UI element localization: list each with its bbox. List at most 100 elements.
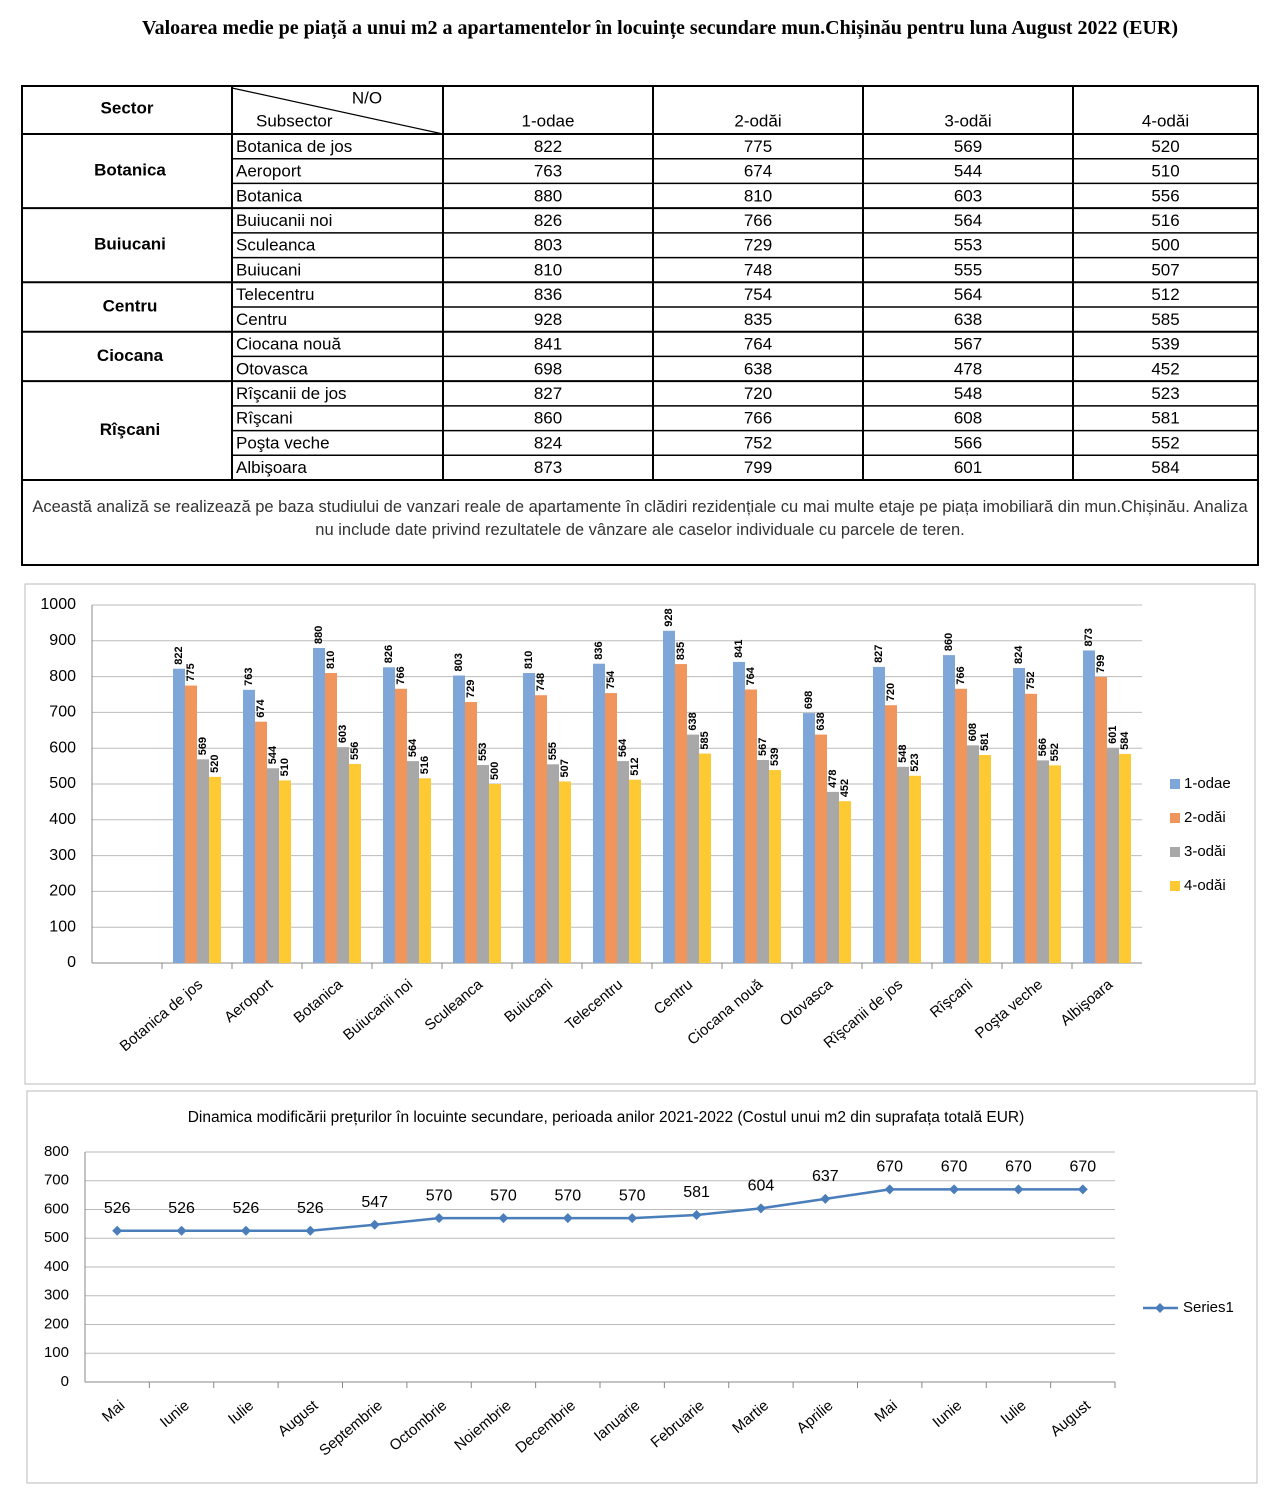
row-name: Telecentru (236, 285, 314, 304)
cell-value: 860 (534, 409, 562, 428)
header-column: 4-odăi (1142, 111, 1189, 130)
data-label: 566 (1037, 738, 1049, 756)
data-label: 500 (489, 762, 501, 780)
bar (943, 655, 955, 963)
cell-value: 608 (954, 409, 982, 428)
bar (967, 745, 979, 963)
y-tick-label: 200 (44, 1315, 69, 1332)
data-label: 775 (185, 663, 197, 681)
header-subsector: Subsector (256, 111, 333, 130)
sector-name: Buiucani (94, 235, 166, 254)
point (240, 1225, 251, 1236)
bar (453, 675, 465, 963)
bar (827, 791, 839, 963)
data-label: 584 (1119, 731, 1131, 750)
cell-value: 452 (1151, 359, 1179, 378)
point (498, 1213, 509, 1224)
cell-value: 553 (954, 236, 982, 255)
cell-value: 880 (534, 186, 562, 205)
data-label: 581 (683, 1184, 710, 1201)
y-tick-label: 300 (44, 1287, 69, 1304)
x-tick-label: Albişoara (1057, 976, 1116, 1030)
bar (955, 688, 967, 963)
x-tick-label: Telecentru (562, 976, 626, 1034)
cell-value: 766 (744, 211, 772, 230)
x-tick-label: Octombrie (386, 1397, 450, 1454)
bar (1037, 760, 1049, 963)
data-label: 570 (490, 1187, 517, 1204)
data-label: 928 (663, 608, 675, 626)
x-tick-label: August (1047, 1397, 1094, 1441)
bar (629, 779, 641, 963)
table-border (21, 85, 1259, 566)
data-label: 539 (769, 748, 781, 766)
point (820, 1193, 831, 1204)
x-tick-label: Botanica (290, 976, 346, 1027)
data-label: 803 (453, 653, 465, 671)
bar (1013, 668, 1025, 963)
bar (337, 747, 349, 963)
x-tick-label: Rîşcani (927, 976, 976, 1021)
page-title: Valoarea medie pe piață a unui m2 a apar… (141, 17, 1179, 39)
bar (1025, 693, 1037, 963)
x-tick-label: Mai (99, 1397, 128, 1426)
bar (979, 755, 991, 963)
row-name: Aeroport (236, 162, 301, 181)
x-tick-label: Botanica de jos (117, 976, 207, 1055)
row-name: Rîşcanii de jos (236, 384, 347, 403)
x-tick-label: Iunie (929, 1397, 965, 1431)
data-label: 581 (979, 733, 991, 751)
cell-value: 548 (954, 384, 982, 403)
legend-label: 1-odae (1184, 775, 1231, 792)
series-line (117, 1188, 1083, 1233)
y-tick-label: 0 (61, 1373, 69, 1390)
data-label: 637 (812, 1168, 839, 1185)
data-label: 860 (943, 633, 955, 651)
legend-marker (1155, 1303, 1165, 1313)
cell-value: 836 (534, 285, 562, 304)
cell-value: 510 (1151, 162, 1179, 181)
cell-value: 539 (1151, 335, 1179, 354)
data-label: 547 (361, 1194, 388, 1211)
data-label: 570 (554, 1187, 581, 1204)
bar (547, 764, 559, 963)
bar (419, 778, 431, 963)
cell-value: 585 (1151, 310, 1179, 329)
data-label: 835 (675, 642, 687, 660)
data-label: 526 (297, 1200, 324, 1217)
bar (687, 734, 699, 963)
x-tick-label: Noiembrie (451, 1397, 514, 1454)
bar (407, 761, 419, 963)
data-label: 564 (407, 738, 419, 757)
bar (885, 705, 897, 963)
legend-swatch (1170, 813, 1180, 823)
cell-value: 674 (744, 162, 772, 181)
data-label: 552 (1049, 743, 1061, 761)
y-tick-label: 0 (67, 954, 76, 971)
data-label: 567 (757, 738, 769, 756)
data-label: 748 (535, 673, 547, 691)
legend-swatch (1170, 779, 1180, 789)
cell-value: 555 (954, 260, 982, 279)
cell-value: 826 (534, 211, 562, 230)
x-tick-label: Iulie (998, 1397, 1030, 1428)
row-name: Sculeanca (236, 236, 316, 255)
point (1013, 1184, 1024, 1195)
y-tick-label: 700 (44, 1172, 69, 1189)
cell-value: 478 (954, 359, 982, 378)
header-column: 3-odăi (944, 111, 991, 130)
cell-value: 584 (1151, 458, 1179, 477)
cell-value: 873 (534, 458, 562, 477)
cell-value: 763 (534, 162, 562, 181)
bar (605, 693, 617, 963)
point (434, 1213, 445, 1224)
x-tick-label: Decembrie (512, 1397, 578, 1457)
data-label: 601 (1107, 725, 1119, 743)
cell-value: 841 (534, 335, 562, 354)
bar (593, 663, 605, 963)
point (1077, 1184, 1088, 1195)
bar (909, 775, 921, 963)
point (627, 1213, 638, 1224)
data-label: 670 (876, 1159, 903, 1176)
